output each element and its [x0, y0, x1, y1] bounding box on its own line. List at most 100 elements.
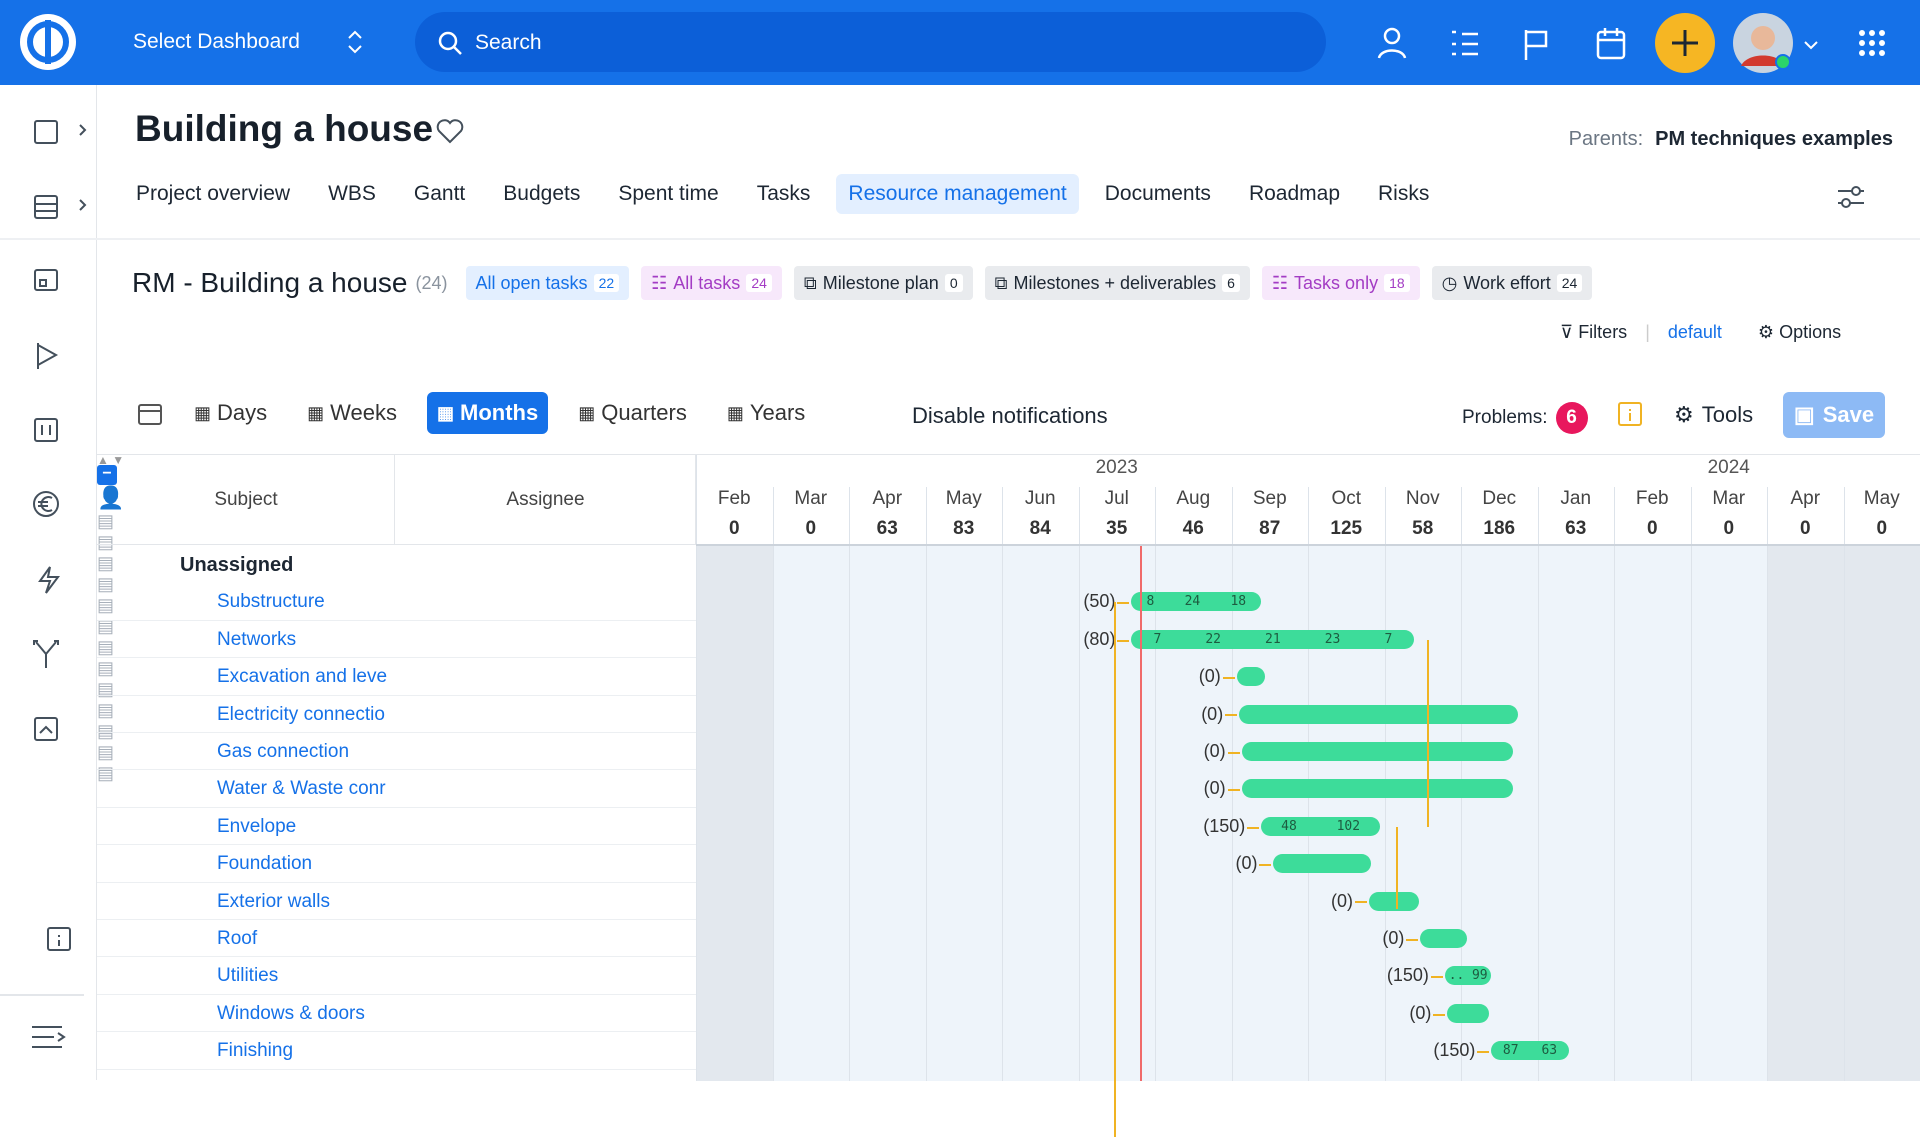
zoom-button[interactable]: ▦Days: [184, 392, 277, 434]
dependency-line: [1114, 602, 1116, 1137]
save-button[interactable]: ▣Save: [1783, 392, 1885, 438]
tab[interactable]: Risks: [1366, 174, 1441, 214]
tab[interactable]: Roadmap: [1237, 174, 1352, 214]
dashboard-select[interactable]: Select Dashboard: [133, 30, 300, 54]
tab[interactable]: Tasks: [745, 174, 823, 214]
load-label: (0): [1162, 741, 1226, 762]
task-link[interactable]: Foundation: [217, 853, 392, 875]
zoom-label: Days: [217, 400, 267, 426]
tab[interactable]: WBS: [316, 174, 388, 214]
month-total: 63: [1538, 518, 1615, 540]
add-button[interactable]: [1654, 12, 1716, 74]
connector: [1431, 976, 1443, 978]
task-link[interactable]: Gas connection: [217, 741, 392, 763]
zoom-bar: ▦Days▦Weeks▦Months▦Quarters▦Years: [136, 392, 815, 434]
allocation-bar[interactable]: [1242, 779, 1514, 798]
tab[interactable]: Gantt: [402, 174, 477, 214]
disable-notifications[interactable]: Disable notifications: [912, 403, 1108, 429]
month-grid-line: [926, 487, 927, 1081]
allocation-bar[interactable]: [1273, 854, 1371, 873]
task-link[interactable]: Networks: [217, 629, 392, 651]
zoom-button[interactable]: ▦Weeks: [297, 392, 407, 434]
favorite[interactable]: [436, 118, 464, 144]
filters[interactable]: ⊽ Filters: [1560, 322, 1627, 343]
chevrons: [345, 26, 365, 58]
allocation-bar[interactable]: ..99: [1445, 966, 1492, 985]
task-link[interactable]: Utilities: [217, 965, 392, 987]
allocation-bar[interactable]: [1242, 742, 1514, 761]
calendar-icon[interactable]: [136, 400, 164, 426]
task-link[interactable]: Substructure: [217, 591, 392, 613]
year-label: 2023: [1087, 457, 1147, 479]
zoom-button[interactable]: ▦Quarters: [568, 392, 697, 434]
allocation-bar[interactable]: [1237, 667, 1265, 686]
search-box[interactable]: Search: [415, 12, 1326, 72]
zoom-label: Quarters: [601, 400, 687, 426]
parents-link[interactable]: PM techniques examples: [1655, 128, 1893, 151]
logo[interactable]: [18, 12, 78, 72]
task-link[interactable]: Electricity connectio: [217, 704, 392, 726]
load-label: (0): [1289, 891, 1353, 912]
load-label: (0): [1340, 928, 1404, 949]
zoom-button[interactable]: ▦Months: [427, 392, 548, 434]
load-label: (0): [1157, 666, 1221, 687]
tab[interactable]: Documents: [1093, 174, 1223, 214]
month-label: May: [1844, 488, 1920, 510]
row-line: [97, 657, 696, 658]
bar-value: 22: [1205, 632, 1221, 647]
month-total: 0: [773, 518, 850, 540]
task-link[interactable]: Finishing: [217, 1040, 392, 1062]
allocation-bar[interactable]: [1447, 1004, 1489, 1023]
avatar[interactable]: [1733, 12, 1823, 74]
bar-value: 102: [1337, 819, 1360, 834]
info-icon[interactable]: [1617, 401, 1643, 427]
filters-label: Filters: [1578, 322, 1627, 342]
sidebar-icons[interactable]: [0, 85, 96, 1080]
allocation-bar[interactable]: [1420, 929, 1467, 948]
rm-title: RM - Building a house: [132, 267, 407, 299]
allocation-bar[interactable]: [1369, 892, 1419, 911]
month-label: Jul: [1079, 488, 1156, 510]
task-link[interactable]: Exterior walls: [217, 891, 392, 913]
tab[interactable]: Spent time: [606, 174, 730, 214]
load-label: (150): [1411, 1040, 1475, 1061]
zoom-button[interactable]: ▦Years: [717, 392, 815, 434]
task-link[interactable]: Windows & doors: [217, 1003, 392, 1025]
problems[interactable]: Problems: 6: [1462, 402, 1588, 434]
settings-icon[interactable]: [1836, 183, 1866, 211]
tab[interactable]: Project overview: [124, 174, 302, 214]
tab[interactable]: Resource management: [836, 174, 1078, 214]
connector: [1223, 677, 1235, 679]
row-line: [97, 732, 696, 733]
options[interactable]: ⚙ Options: [1758, 322, 1841, 343]
task-link[interactable]: Excavation and leve: [217, 666, 392, 688]
allocation-bar[interactable]: [1239, 705, 1518, 724]
search-icon: [437, 30, 463, 56]
month-total: 125: [1308, 518, 1385, 540]
apps-menu[interactable]: [1858, 29, 1886, 57]
tools[interactable]: ⚙Tools: [1674, 402, 1753, 428]
view-label: Milestone plan: [823, 273, 939, 294]
month-total: 0: [696, 518, 773, 540]
task-link[interactable]: Roof: [217, 928, 392, 950]
tab[interactable]: Budgets: [491, 174, 592, 214]
connector: [1117, 602, 1129, 604]
load-label: (0): [1193, 853, 1257, 874]
view-label: All open tasks: [476, 273, 588, 294]
task-link[interactable]: Water & Waste conr: [217, 778, 392, 800]
zoom-icon: ▦: [727, 403, 744, 424]
filter-bar: ⊽ Filters | default ⚙ Options: [1560, 322, 1841, 343]
task-link[interactable]: Envelope: [217, 816, 392, 838]
default-filter[interactable]: default: [1668, 322, 1722, 343]
month-grid-line: [1767, 487, 1768, 1081]
